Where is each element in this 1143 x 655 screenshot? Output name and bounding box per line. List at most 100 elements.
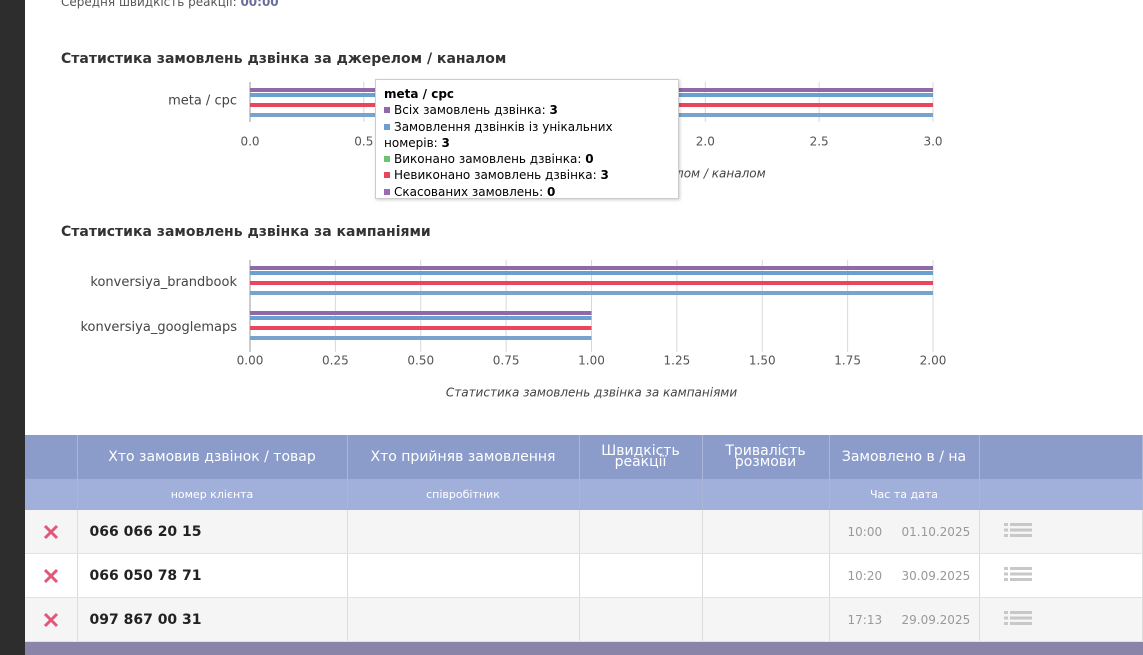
tooltip-value: 3 xyxy=(441,135,450,150)
value: 00:00 xyxy=(240,0,279,9)
date: 29.09.2025 xyxy=(901,612,971,627)
table-row: 066 050 78 71 10:20 30.09.2025 xyxy=(25,553,1143,598)
empty-cell xyxy=(347,597,580,642)
bar xyxy=(250,316,592,320)
time-date: 17:13 29.09.2025 xyxy=(829,597,980,642)
x-axis-label: Статистика замовлень дзвінка за кампанія… xyxy=(446,386,738,400)
tooltip: meta / cpc Всіх замовлень дзвінка: 3 Замо… xyxy=(375,79,679,199)
empty-cell xyxy=(702,553,830,598)
date: 01.10.2025 xyxy=(901,524,971,539)
x-tick-label: 1.00 xyxy=(578,354,605,368)
delete-button[interactable] xyxy=(25,510,78,554)
charts: Статистика замовлень дзвінка за джерелом… xyxy=(61,51,947,400)
bar xyxy=(250,326,592,330)
tooltip-label: Виконано замовлень дзвінка: xyxy=(394,152,582,167)
table-row: 097 867 00 31 17:13 29.09.2025 xyxy=(25,597,1143,642)
list-icon[interactable] xyxy=(1003,566,1032,582)
bar xyxy=(250,291,933,295)
x-tick-label: 1.25 xyxy=(664,354,691,368)
subheader-cell xyxy=(979,479,1143,510)
subheader-cell: Час та дата xyxy=(829,479,980,510)
tooltip-label: Невиконано замовлень дзвінка: xyxy=(394,168,597,183)
swatch xyxy=(384,107,390,114)
subheader-cell xyxy=(579,479,703,510)
tooltip-label: Замовлення дзвінків із унікальних номері… xyxy=(384,119,613,150)
label: Середня швидкість реакції: xyxy=(61,0,237,9)
tooltip-value: 3 xyxy=(600,168,609,183)
time-date: 10:00 01.10.2025 xyxy=(829,510,980,554)
bar xyxy=(250,271,933,275)
header-cell[interactable]: Замовлено в / на xyxy=(829,435,980,479)
header-cell[interactable]: Хто прийняв замовлення xyxy=(347,435,580,479)
delete-icon[interactable] xyxy=(43,568,59,584)
header-cell[interactable]: Тривалість розмови xyxy=(702,435,830,479)
x-tick-label: 1.50 xyxy=(749,354,776,368)
empty-cell xyxy=(347,553,580,598)
tooltip-item: Скасованих замовлень: 0 xyxy=(384,184,670,199)
delete-icon[interactable] xyxy=(43,524,59,540)
category-label: konversiya_googlemaps xyxy=(80,320,237,335)
category-label: konversiya_brandbook xyxy=(90,275,237,290)
swatch xyxy=(384,156,390,163)
table-body: 066 066 20 15 10:00 01.10.2025 066 050 78 7… xyxy=(25,510,1143,642)
x-tick-label: 0.5 xyxy=(354,135,373,149)
swatch xyxy=(384,172,390,179)
details-button[interactable] xyxy=(979,510,1143,554)
time-date: 10:20 30.09.2025 xyxy=(829,553,980,598)
list-icon[interactable] xyxy=(1003,522,1032,538)
swatch xyxy=(384,123,390,130)
list-icon[interactable] xyxy=(1003,610,1032,626)
time: 10:20 xyxy=(847,568,883,583)
swatch xyxy=(384,188,390,195)
delete-button[interactable] xyxy=(25,597,78,642)
header-cell[interactable]: Швидкість реакції xyxy=(579,435,703,479)
x-tick-label: 2.0 xyxy=(696,135,715,149)
header-cell xyxy=(25,435,78,479)
tooltip-items: Всіх замовлень дзвінка: 3 Замовлення дзві… xyxy=(384,102,670,199)
date: 30.09.2025 xyxy=(901,568,971,583)
subheader-cell: співробітник xyxy=(347,479,580,510)
subheader-cell: номер клієнта xyxy=(77,479,348,510)
header-cell xyxy=(979,435,1143,479)
header-row: Хто замовив дзвінок / товар Хто прийняв … xyxy=(25,435,1143,479)
details-button[interactable] xyxy=(979,597,1143,642)
bar xyxy=(250,336,592,340)
x-tick-label: 0.0 xyxy=(240,135,259,149)
category-label: meta / cpc xyxy=(168,94,237,109)
tooltip-label: Всіх замовлень дзвінка: xyxy=(394,103,546,118)
tooltip-item: Виконано замовлень дзвінка: 0 xyxy=(384,151,670,167)
tooltip-item: Всіх замовлень дзвінка: 3 xyxy=(384,102,670,118)
empty-cell xyxy=(347,510,580,554)
phone: 066 066 20 15 xyxy=(77,510,348,554)
details-button[interactable] xyxy=(979,553,1143,598)
phone: 066 050 78 71 xyxy=(77,553,348,598)
x-tick-label: 0.00 xyxy=(237,354,264,368)
x-tick-label: 0.75 xyxy=(493,354,520,368)
subheader-cell xyxy=(25,479,78,510)
x-tick-label: 2.00 xyxy=(920,354,947,368)
reaction-speed: Середня швидкість реакції: 00:00 xyxy=(61,0,279,9)
bar xyxy=(250,281,933,285)
empty-cell xyxy=(702,510,830,554)
x-tick-label: 0.25 xyxy=(322,354,349,368)
x-tick-label: 2.5 xyxy=(810,135,829,149)
delete-button[interactable] xyxy=(25,553,78,598)
phone: 097 867 00 31 xyxy=(77,597,348,642)
x-tick-label: 0.50 xyxy=(407,354,434,368)
footer-bar xyxy=(25,642,1143,655)
tooltip-item: Невиконано замовлень дзвінка: 3 xyxy=(384,167,670,183)
tooltip-value: 0 xyxy=(585,152,594,167)
bar xyxy=(250,266,933,270)
subheader-cell xyxy=(702,479,830,510)
tooltip-value: 0 xyxy=(546,184,556,199)
time: 10:00 xyxy=(847,524,883,539)
empty-cell xyxy=(702,597,830,642)
header-cell[interactable]: Хто замовив дзвінок / товар xyxy=(77,435,348,479)
time: 17:13 xyxy=(847,612,883,627)
tooltip-title: meta / cpc xyxy=(384,87,455,101)
table-row: 066 066 20 15 10:00 01.10.2025 xyxy=(25,510,1143,554)
tooltip-label: Скасованих замовлень: xyxy=(394,184,544,199)
chart-title: Статистика замовлень дзвінка за кампанія… xyxy=(61,224,431,240)
delete-icon[interactable] xyxy=(43,612,59,628)
